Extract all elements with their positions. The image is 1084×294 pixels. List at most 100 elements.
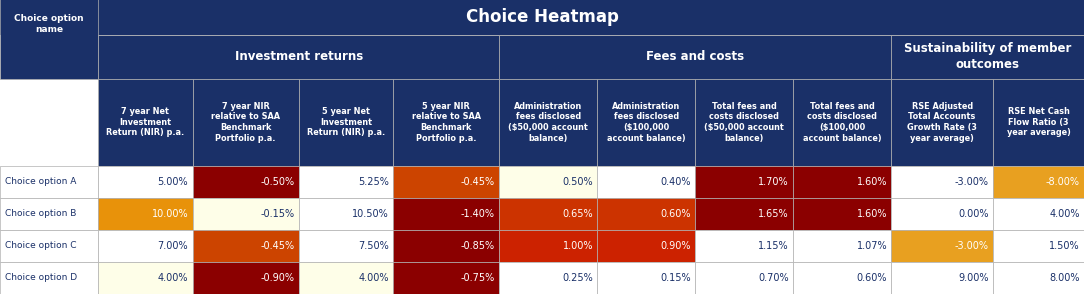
Bar <box>695 79 793 166</box>
Bar <box>393 262 500 294</box>
Text: -0.45%: -0.45% <box>461 177 495 187</box>
Bar <box>193 262 299 294</box>
Text: 0.00%: 0.00% <box>958 209 989 219</box>
Text: -0.50%: -0.50% <box>260 177 295 187</box>
Bar <box>193 166 299 198</box>
Text: 10.50%: 10.50% <box>352 209 389 219</box>
Bar <box>393 198 500 230</box>
Text: 0.60%: 0.60% <box>660 209 691 219</box>
Bar <box>695 230 793 262</box>
Bar <box>0 0 1084 35</box>
Bar <box>695 198 793 230</box>
Text: Choice option A: Choice option A <box>5 177 77 186</box>
Bar <box>193 198 299 230</box>
Bar <box>193 230 299 262</box>
Bar <box>98 166 193 198</box>
Bar <box>98 262 193 294</box>
Text: 8.00%: 8.00% <box>1049 273 1080 283</box>
Text: 1.60%: 1.60% <box>856 177 887 187</box>
Text: Sustainability of member
outcomes: Sustainability of member outcomes <box>904 43 1071 71</box>
Bar <box>500 262 597 294</box>
Bar <box>891 79 993 166</box>
Bar <box>0 230 98 262</box>
Bar <box>597 198 695 230</box>
Text: 0.40%: 0.40% <box>660 177 691 187</box>
Text: 7 year Net
Investment
Return (NIR) p.a.: 7 year Net Investment Return (NIR) p.a. <box>106 107 184 137</box>
Text: 0.60%: 0.60% <box>856 273 887 283</box>
Bar <box>299 262 393 294</box>
Bar <box>993 79 1084 166</box>
Bar <box>891 198 993 230</box>
Text: Administration
fees disclosed
($100,000
account balance): Administration fees disclosed ($100,000 … <box>607 101 686 143</box>
Bar <box>891 166 993 198</box>
Bar <box>299 79 393 166</box>
Bar <box>500 198 597 230</box>
Text: Administration
fees disclosed
($50,000 account
balance): Administration fees disclosed ($50,000 a… <box>508 101 589 143</box>
Bar <box>597 262 695 294</box>
Bar <box>0 0 98 79</box>
Text: -3.00%: -3.00% <box>955 241 989 251</box>
Text: 7 year NIR
relative to SAA
Benchmark
Portfolio p.a.: 7 year NIR relative to SAA Benchmark Por… <box>211 101 280 143</box>
Text: RSE Net Cash
Flow Ratio (3
year average): RSE Net Cash Flow Ratio (3 year average) <box>1007 107 1070 137</box>
Text: Total fees and
costs disclosed
($50,000 account
balance): Total fees and costs disclosed ($50,000 … <box>705 101 785 143</box>
Bar <box>0 198 98 230</box>
Bar <box>597 79 695 166</box>
Text: 0.25%: 0.25% <box>563 273 593 283</box>
Text: 7.50%: 7.50% <box>358 241 389 251</box>
Text: 0.15%: 0.15% <box>660 273 691 283</box>
Text: 1.00%: 1.00% <box>563 241 593 251</box>
Bar <box>299 166 393 198</box>
Bar <box>891 230 993 262</box>
Text: -8.00%: -8.00% <box>1046 177 1080 187</box>
Bar <box>793 230 891 262</box>
Bar <box>98 35 500 79</box>
Text: 1.50%: 1.50% <box>1049 241 1080 251</box>
Bar <box>98 230 193 262</box>
Text: RSE Adjusted
Total Accounts
Growth Rate (3
year average): RSE Adjusted Total Accounts Growth Rate … <box>907 101 977 143</box>
Bar <box>500 35 891 79</box>
Bar <box>993 230 1084 262</box>
Text: 7.00%: 7.00% <box>157 241 189 251</box>
Text: -0.75%: -0.75% <box>461 273 495 283</box>
Text: 4.00%: 4.00% <box>1049 209 1080 219</box>
Text: 10.00%: 10.00% <box>152 209 189 219</box>
Text: 1.60%: 1.60% <box>856 209 887 219</box>
Text: 0.90%: 0.90% <box>660 241 691 251</box>
Bar <box>793 198 891 230</box>
Text: 0.50%: 0.50% <box>563 177 593 187</box>
Text: 1.07%: 1.07% <box>856 241 887 251</box>
Text: 5 year Net
Investment
Return (NIR) p.a.: 5 year Net Investment Return (NIR) p.a. <box>307 107 385 137</box>
Bar <box>299 230 393 262</box>
Text: 0.65%: 0.65% <box>563 209 593 219</box>
Text: 1.15%: 1.15% <box>759 241 789 251</box>
Bar <box>500 79 597 166</box>
Bar <box>695 166 793 198</box>
Bar <box>500 230 597 262</box>
Text: 4.00%: 4.00% <box>359 273 389 283</box>
Bar <box>891 35 1084 79</box>
Bar <box>793 262 891 294</box>
Text: -3.00%: -3.00% <box>955 177 989 187</box>
Text: 5.00%: 5.00% <box>157 177 189 187</box>
Bar <box>993 198 1084 230</box>
Bar <box>793 79 891 166</box>
Text: 1.65%: 1.65% <box>759 209 789 219</box>
Text: Choice Heatmap: Choice Heatmap <box>465 8 619 26</box>
Text: Choice option
name: Choice option name <box>14 14 83 34</box>
Text: 5 year NIR
relative to SAA
Benchmark
Portfolio p.a.: 5 year NIR relative to SAA Benchmark Por… <box>412 101 481 143</box>
Text: 1.70%: 1.70% <box>759 177 789 187</box>
Text: Choice option B: Choice option B <box>5 209 77 218</box>
Bar <box>993 166 1084 198</box>
Text: Choice option D: Choice option D <box>5 273 78 283</box>
Bar <box>597 166 695 198</box>
Bar <box>193 79 299 166</box>
Text: 9.00%: 9.00% <box>958 273 989 283</box>
Text: 5.25%: 5.25% <box>358 177 389 187</box>
Text: Fees and costs: Fees and costs <box>646 50 745 63</box>
Text: -1.40%: -1.40% <box>461 209 495 219</box>
Text: -0.15%: -0.15% <box>260 209 295 219</box>
Bar <box>993 262 1084 294</box>
Text: 4.00%: 4.00% <box>158 273 189 283</box>
Text: -0.45%: -0.45% <box>260 241 295 251</box>
Bar <box>891 262 993 294</box>
